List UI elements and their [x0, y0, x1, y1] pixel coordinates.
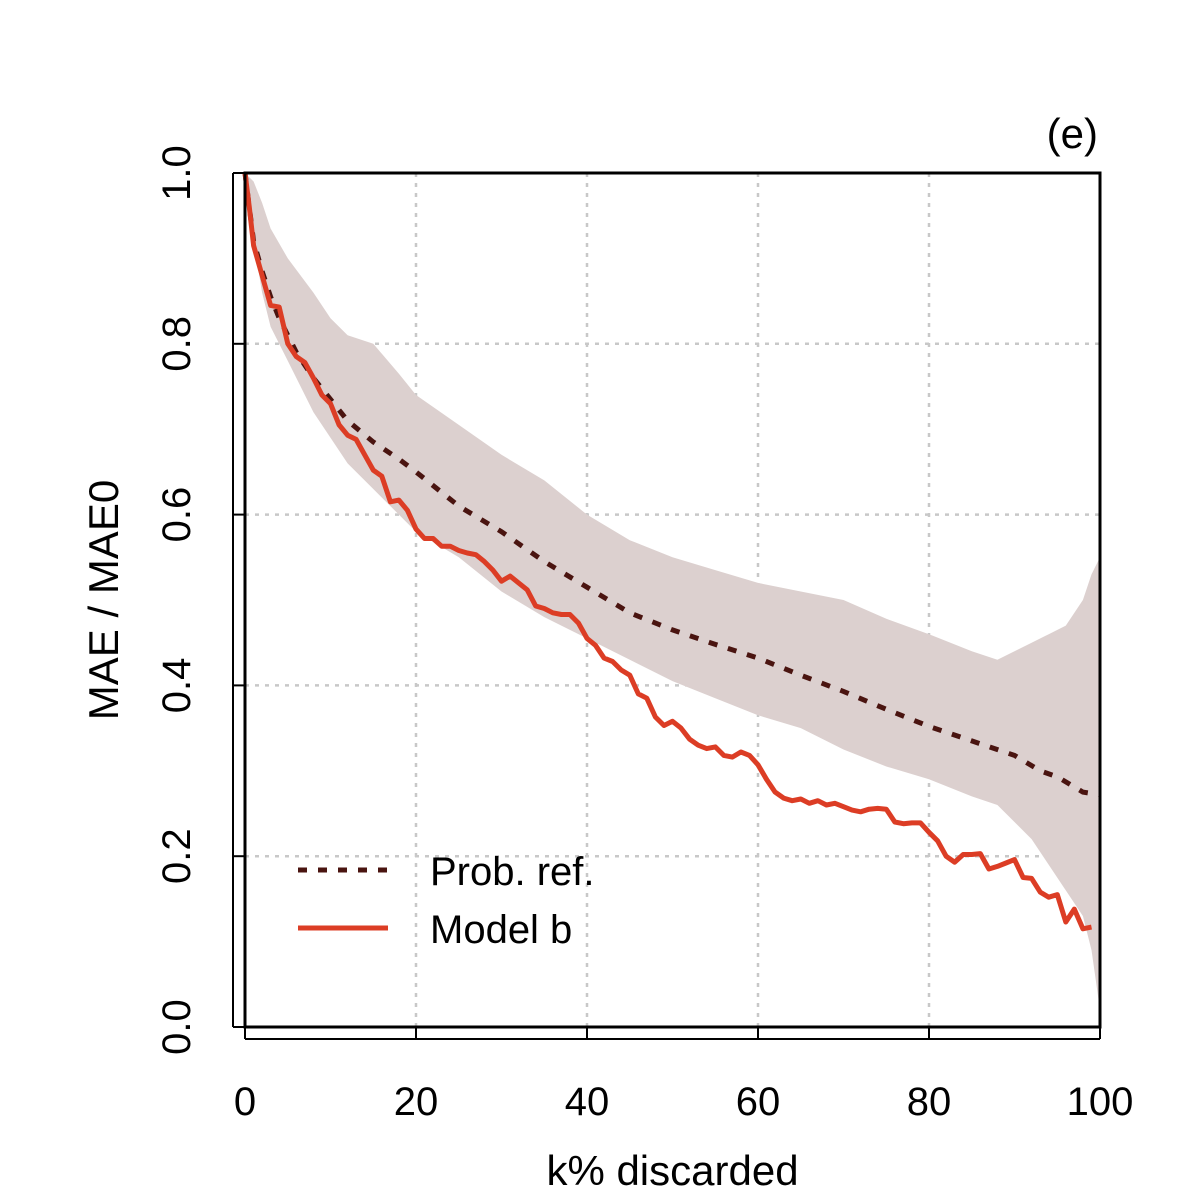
series-line-prob-ref — [242, 172, 1101, 798]
y-tick-label: 0.2 — [155, 828, 199, 884]
legend-label-prob-ref: Prob. ref. — [430, 850, 595, 894]
y-tick-label: 0.4 — [155, 658, 199, 714]
y-axis-title: MAE / MAE0 — [80, 480, 127, 720]
legend-label-model-b: Model b — [430, 908, 572, 952]
uncertainty-band-group — [245, 173, 1100, 1010]
y-tick-label: 0.6 — [155, 487, 199, 543]
legend: Prob. ref. Model b — [298, 850, 595, 952]
panel-label: (e) — [1047, 110, 1098, 157]
series-lines — [242, 172, 1101, 932]
x-axis-title: k% discarded — [546, 1147, 798, 1194]
axes: 0 20 40 60 80 100 0.0 0.2 0.4 0.6 0.8 1.0 — [155, 145, 1133, 1124]
y-tick-label: 1.0 — [155, 145, 199, 201]
x-tick-label: 80 — [907, 1080, 952, 1124]
y-tick-label: 0.8 — [155, 316, 199, 372]
x-tick-label: 40 — [565, 1080, 610, 1124]
uncertainty-band — [245, 173, 1100, 1010]
plot-frame — [243, 171, 1102, 1029]
x-tick-label: 20 — [394, 1080, 439, 1124]
y-tick-label: 0.0 — [155, 999, 199, 1055]
x-tick-label: 100 — [1067, 1080, 1134, 1124]
series-line-model-b — [242, 172, 1092, 932]
x-tick-label: 60 — [736, 1080, 781, 1124]
x-tick-label: 0 — [234, 1080, 256, 1124]
